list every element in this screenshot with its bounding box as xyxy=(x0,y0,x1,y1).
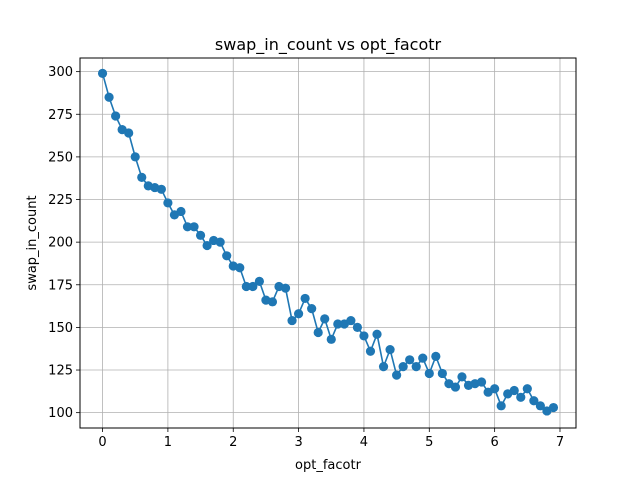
data-point xyxy=(248,281,258,292)
data-point xyxy=(522,384,532,394)
data-point xyxy=(405,355,415,365)
y-tick-label: 275 xyxy=(48,108,73,123)
x-axis: 0 1 2 3 4 5 6 7 xyxy=(98,428,564,450)
data-point xyxy=(457,372,467,382)
data-point xyxy=(476,377,487,387)
x-tick-label: 4 xyxy=(360,435,368,450)
data-point xyxy=(535,401,545,411)
data-point xyxy=(365,346,376,356)
data-point xyxy=(313,327,323,338)
data-point xyxy=(392,370,402,380)
data-point xyxy=(378,362,389,372)
data-point xyxy=(222,251,232,261)
x-tick-label: 6 xyxy=(490,435,498,450)
x-tick-label: 5 xyxy=(425,435,433,450)
data-point xyxy=(195,230,206,240)
data-point xyxy=(529,396,539,406)
x-tick-label: 3 xyxy=(294,435,302,450)
x-tick-label: 0 xyxy=(98,435,106,450)
data-point xyxy=(431,351,441,361)
x-tick-label: 7 xyxy=(556,435,564,450)
series-group xyxy=(97,68,559,416)
data-point xyxy=(124,128,134,138)
data-point xyxy=(437,368,447,379)
data-point xyxy=(300,293,310,304)
data-point xyxy=(241,281,251,292)
data-point xyxy=(202,240,212,251)
data-point xyxy=(176,206,186,217)
chart-title: swap_in_count vs opt_facotr xyxy=(215,35,442,55)
data-point xyxy=(333,319,343,329)
data-point xyxy=(293,309,304,319)
data-point xyxy=(346,315,356,326)
data-point xyxy=(280,283,291,293)
data-point xyxy=(398,362,408,372)
data-point xyxy=(418,353,428,363)
y-axis: 100 125 150 175 200 225 250 275 300 xyxy=(48,65,80,421)
x-tick-label: 2 xyxy=(229,435,237,450)
data-point xyxy=(287,315,297,326)
y-tick-label: 150 xyxy=(48,321,73,336)
plot-area xyxy=(79,57,577,429)
data-point xyxy=(372,329,382,339)
y-tick-label: 225 xyxy=(48,193,73,208)
data-point xyxy=(104,92,114,102)
y-tick-label: 100 xyxy=(48,406,73,421)
data-point xyxy=(235,263,245,273)
data-point xyxy=(320,314,330,324)
y-tick-label: 300 xyxy=(48,65,73,80)
y-tick-label: 250 xyxy=(48,150,73,165)
data-point xyxy=(490,384,500,394)
data-point xyxy=(496,401,506,411)
data-point xyxy=(450,382,461,392)
data-point xyxy=(424,368,434,379)
data-point xyxy=(411,362,421,372)
data-point xyxy=(267,297,278,307)
data-point xyxy=(385,344,395,355)
y-tick-label: 175 xyxy=(48,278,73,293)
data-point xyxy=(182,222,193,232)
data-point xyxy=(130,152,140,162)
data-point xyxy=(509,385,519,396)
y-tick-label: 200 xyxy=(48,236,73,251)
y-tick-label: 125 xyxy=(48,364,73,379)
data-point xyxy=(163,198,173,208)
data-point xyxy=(111,111,121,121)
data-point xyxy=(189,222,199,232)
data-point xyxy=(137,172,147,182)
data-point xyxy=(156,184,166,194)
data-point xyxy=(215,237,225,247)
data-point xyxy=(352,322,363,333)
x-tick-label: 1 xyxy=(164,435,172,450)
data-point xyxy=(516,392,526,402)
x-axis-label: opt_facotr xyxy=(295,458,362,473)
data-point xyxy=(307,304,317,314)
y-axis-label: swap_in_count xyxy=(25,195,40,290)
data-point xyxy=(359,331,369,341)
data-point xyxy=(548,402,559,413)
data-point xyxy=(254,276,264,286)
data-point xyxy=(326,334,336,344)
data-point xyxy=(97,68,108,78)
